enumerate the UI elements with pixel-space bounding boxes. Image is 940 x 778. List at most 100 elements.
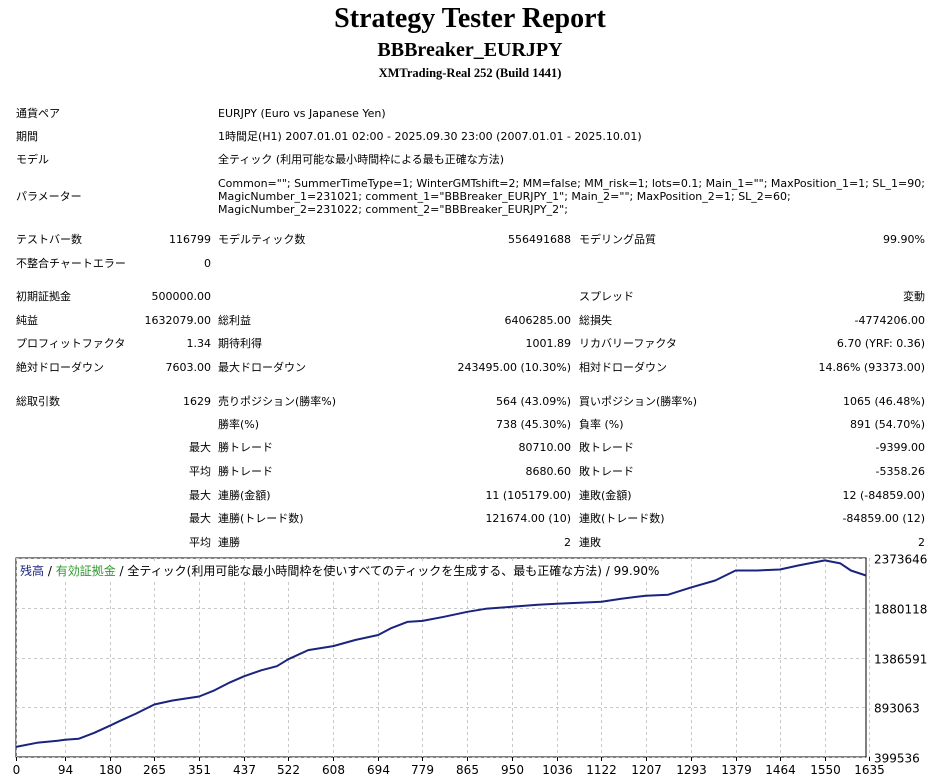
gross-loss-value: -4774206.00 <box>854 314 925 327</box>
max-dd-value: 243495.00 (10.30%) <box>457 361 571 374</box>
avg-label-2: 平均 <box>189 536 211 549</box>
gross-profit-value: 6406285.00 <box>504 314 571 327</box>
symbol-value: EURJPY (Euro vs Japanese Yen) <box>218 107 386 120</box>
gross-loss-label: 総損失 <box>579 314 612 327</box>
legend-balance: 残高 <box>20 564 45 578</box>
x-tick-label: 1122 <box>586 763 617 777</box>
x-tick-label: 437 <box>233 763 256 777</box>
winrate-value: 738 (45.30%) <box>495 418 571 431</box>
x-tick-label: 94 <box>58 763 73 777</box>
max-label-3: 最大 <box>189 512 211 525</box>
params-value: Common=""; SummerTimeType=1; WinterGMTsh… <box>218 177 925 216</box>
spread-value: 変動 <box>903 290 925 303</box>
avg-consec-loss-value: 2 <box>918 536 925 549</box>
avg-win-value: 8680.60 <box>525 465 572 478</box>
report-title: Strategy Tester Report <box>334 3 606 34</box>
consec-loss-money-value: 12 (-84859.00) <box>842 489 925 502</box>
short-value: 564 (43.09%) <box>495 395 571 408</box>
server-build: XMTrading-Real 252 (Build 1441) <box>378 66 562 80</box>
max-label-2: 最大 <box>189 489 211 502</box>
max-label: 最大 <box>189 441 211 454</box>
abs-dd-label: 絶対ドローダウン <box>16 361 104 374</box>
period-value: 1時間足(H1) 2007.01.01 02:00 - 2025.09.30 2… <box>218 130 642 143</box>
ea-name: BBBreaker_EURJPY <box>377 39 563 61</box>
consec-loss-trades-label: 連敗(トレード数) <box>579 512 665 525</box>
x-tick-label: 1635 <box>854 763 885 777</box>
mismatch-label: 不整合チャートエラー <box>16 257 126 270</box>
avg-label: 平均 <box>189 465 211 478</box>
spread-label: スプレッド <box>579 290 634 303</box>
avg-consec-win-value: 2 <box>564 536 571 549</box>
max-dd-label: 最大ドローダウン <box>218 361 306 374</box>
bars-value: 116799 <box>169 233 211 246</box>
legend-sep: / <box>44 564 56 578</box>
consec-loss-trades-value: -84859.00 (12) <box>842 512 925 525</box>
recovery-label: リカバリーファクタ <box>579 337 677 350</box>
balance-chart: 399536 893063 1386591 1880118 2373646 0 94 180 2… <box>13 554 928 777</box>
net-value: 1632079.00 <box>144 314 211 327</box>
symbol-label: 通貨ペア <box>16 107 60 120</box>
x-tick-label: 0 <box>13 763 21 777</box>
short-label: 売りポジション(勝率%) <box>218 395 337 408</box>
loss-trade-label: 敗トレード <box>579 441 634 454</box>
long-value: 1065 (46.48%) <box>842 395 925 408</box>
avg-loss-value: -5358.26 <box>875 465 925 478</box>
lossrate-label: 負率 (%) <box>579 418 624 431</box>
ticks-label: モデルティック数 <box>218 233 306 246</box>
x-tick-label: 1379 <box>721 763 752 777</box>
x-tick-label: 608 <box>322 763 345 777</box>
winrate-label: 勝率(%) <box>218 418 260 431</box>
plot-frame <box>15 557 867 758</box>
rel-dd-label: 相対ドローダウン <box>579 361 667 374</box>
y-tick-label: 1880118 <box>874 603 927 617</box>
deposit-value: 500000.00 <box>151 290 212 303</box>
consec-loss-money-label: 連敗(金額) <box>579 489 632 502</box>
params-label: パラメーター <box>16 190 82 203</box>
x-tick-label: 180 <box>99 763 122 777</box>
ticks-value: 556491688 <box>508 233 571 246</box>
expected-label: 期待利得 <box>218 337 262 350</box>
net-label: 純益 <box>16 314 38 327</box>
x-tick-label: 1293 <box>676 763 707 777</box>
pf-value: 1.34 <box>186 337 212 350</box>
y-tick-label: 893063 <box>874 702 920 716</box>
consec-win-trades-value: 121674.00 (10) <box>485 512 571 525</box>
x-tick-label: 1464 <box>765 763 796 777</box>
x-tick-label: 779 <box>411 763 434 777</box>
rel-dd-value: 14.86% (93373.00) <box>818 361 925 374</box>
avg-loss-trade-label: 敗トレード <box>579 465 634 478</box>
consec-win-money-label: 連勝(金額) <box>218 489 271 502</box>
quality-value: 99.90% <box>883 233 925 246</box>
model-label: モデル <box>16 153 49 166</box>
legend-rest: / 全ティック(利用可能な最小時間枠を使いすべてのティックを生成する、最も正確な… <box>115 564 660 578</box>
period-label: 期間 <box>16 130 38 143</box>
win-trade-label: 勝トレード <box>218 441 273 454</box>
total-value: 1629 <box>183 395 211 408</box>
y-tick-label: 1386591 <box>874 653 927 667</box>
x-tick-label: 950 <box>501 763 524 777</box>
x-tick-label: 522 <box>277 763 300 777</box>
x-tick-label: 694 <box>367 763 390 777</box>
bars-label: テストバー数 <box>16 233 82 246</box>
x-tick-label: 1550 <box>810 763 841 777</box>
total-label: 総取引数 <box>16 395 60 408</box>
x-tick-label: 265 <box>143 763 166 777</box>
mismatch-value: 0 <box>204 257 211 270</box>
pf-label: プロフィットファクタ <box>16 337 126 350</box>
quality-label: モデリング品質 <box>579 233 656 246</box>
y-tick-label: 399536 <box>874 752 920 766</box>
chart-legend: 残高 / 有効証拠金 / 全ティック(利用可能な最小時間枠を使いすべてのティック… <box>20 563 662 579</box>
consec-win-money-value: 11 (105179.00) <box>485 489 571 502</box>
balance-line <box>15 559 867 748</box>
x-tick-label: 1207 <box>631 763 662 777</box>
model-value: 全ティック (利用可能な最小時間枠による最も正確な方法) <box>218 153 505 166</box>
max-win-value: 80710.00 <box>518 441 572 454</box>
avg-consec-loss-label: 連敗 <box>579 536 601 549</box>
long-label: 買いポジション(勝率%) <box>579 395 698 408</box>
x-tick-label: 865 <box>456 763 479 777</box>
max-loss-value: -9399.00 <box>875 441 925 454</box>
deposit-label: 初期証拠金 <box>16 290 71 303</box>
abs-dd-value: 7603.00 <box>165 361 212 374</box>
y-tick-label: 2373646 <box>874 554 927 567</box>
lossrate-value: 891 (54.70%) <box>849 418 925 431</box>
